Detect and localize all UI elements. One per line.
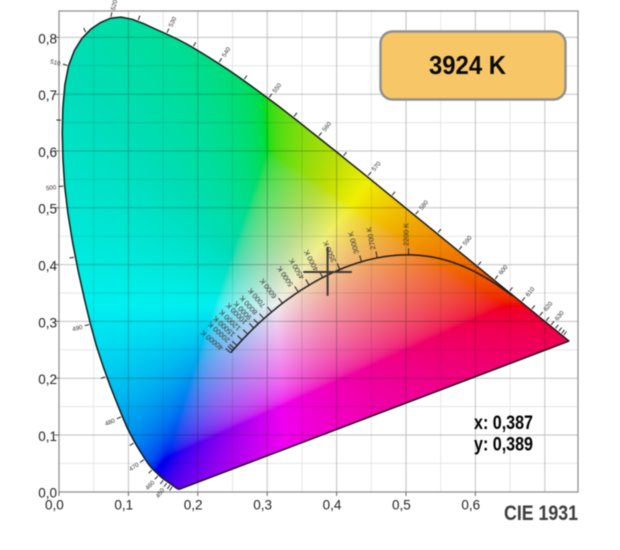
svg-text:3924 K: 3924 K bbox=[429, 50, 506, 80]
svg-text:500: 500 bbox=[46, 184, 57, 192]
svg-text:0,2: 0,2 bbox=[38, 372, 57, 387]
svg-text:570: 570 bbox=[371, 160, 383, 173]
svg-text:510: 510 bbox=[49, 58, 61, 68]
svg-text:3500 K: 3500 K bbox=[321, 239, 338, 264]
svg-text:0,0: 0,0 bbox=[38, 486, 57, 501]
svg-text:y: 0,389: y: 0,389 bbox=[474, 433, 533, 455]
svg-text:0,2: 0,2 bbox=[184, 498, 203, 513]
svg-text:460: 460 bbox=[144, 479, 157, 492]
svg-text:0,0: 0,0 bbox=[45, 498, 64, 513]
svg-text:540: 540 bbox=[221, 46, 233, 59]
svg-text:610: 610 bbox=[524, 285, 536, 298]
svg-text:0,4: 0,4 bbox=[323, 498, 342, 513]
svg-text:x: 0,387: x: 0,387 bbox=[474, 412, 533, 434]
svg-text:480: 480 bbox=[104, 417, 117, 428]
svg-text:550: 550 bbox=[271, 82, 283, 95]
svg-text:0,1: 0,1 bbox=[114, 498, 133, 513]
svg-text:0,1: 0,1 bbox=[38, 429, 57, 444]
svg-text:CIE 1931: CIE 1931 bbox=[504, 501, 578, 525]
svg-text:0,3: 0,3 bbox=[253, 498, 272, 513]
svg-text:620: 620 bbox=[542, 300, 554, 313]
svg-text:0,4: 0,4 bbox=[38, 259, 57, 274]
svg-text:520: 520 bbox=[110, 0, 119, 11]
svg-text:0,7: 0,7 bbox=[38, 88, 57, 103]
svg-text:0,3: 0,3 bbox=[38, 315, 57, 330]
svg-text:470: 470 bbox=[128, 461, 141, 473]
svg-text:490: 490 bbox=[72, 324, 84, 333]
svg-text:4000 K: 4000 K bbox=[302, 248, 320, 273]
svg-text:0,8: 0,8 bbox=[38, 31, 57, 46]
svg-text:530: 530 bbox=[168, 15, 179, 28]
svg-text:0,5: 0,5 bbox=[392, 498, 411, 513]
svg-text:600: 600 bbox=[498, 264, 510, 277]
svg-text:2200 K: 2200 K bbox=[402, 223, 411, 246]
svg-text:580: 580 bbox=[418, 199, 430, 212]
svg-text:0,6: 0,6 bbox=[38, 145, 57, 160]
svg-text:2700 K: 2700 K bbox=[364, 226, 377, 250]
svg-text:0,5: 0,5 bbox=[38, 202, 57, 217]
svg-text:450: 450 bbox=[155, 487, 167, 500]
svg-text:3000 K: 3000 K bbox=[346, 230, 361, 255]
svg-text:0,6: 0,6 bbox=[461, 498, 480, 513]
svg-text:630: 630 bbox=[554, 309, 566, 322]
